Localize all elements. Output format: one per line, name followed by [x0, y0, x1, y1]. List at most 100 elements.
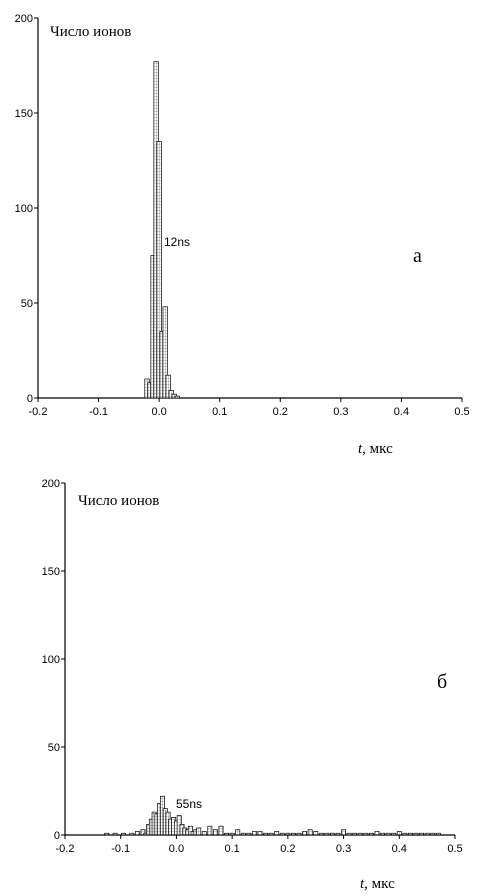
histogram-bar [224, 832, 230, 836]
y-tick-label: 50 [48, 742, 60, 754]
histogram-panel-b: Число ионов 55ns б t, мкс -0.2 -0.1 0.0 0.1… [42, 478, 463, 892]
x-tick-label: 0.0 [151, 406, 166, 418]
x-tick-label: 0.0 [169, 843, 184, 855]
width-annotation: 55ns [176, 797, 202, 811]
y-tick-label: 0 [54, 830, 60, 842]
histogram-bar [285, 832, 291, 836]
histogram-bar [290, 832, 296, 836]
histogram-bar [279, 832, 285, 836]
x-tick-label: 0.1 [212, 406, 227, 418]
histogram-bar [112, 832, 118, 836]
x-tick-label: 0.2 [280, 843, 295, 855]
y-tick-label: 0 [27, 393, 33, 405]
x-axis-label: t, мкс [358, 441, 393, 457]
bars [104, 795, 441, 836]
histogram-bar [187, 825, 193, 836]
histogram-bar [129, 832, 135, 836]
x-tick-label: 0.3 [336, 843, 351, 855]
panel-label: б [437, 671, 447, 693]
histogram-bar [419, 832, 425, 836]
y-tick-label: 200 [15, 13, 33, 25]
histogram-bar [104, 832, 110, 836]
histogram-bar [424, 832, 430, 836]
y-tick-label: 150 [42, 566, 60, 578]
histogram-bar [385, 832, 391, 836]
x-tick-label: 0.4 [394, 406, 409, 418]
y-ticks: 0 50 100 150 200 [15, 13, 38, 405]
histogram-bar [201, 831, 207, 836]
x-tick-label: 0.3 [333, 406, 348, 418]
x-tick-label: 0.5 [454, 406, 469, 418]
y-tick-label: 100 [42, 654, 60, 666]
histogram-bar [318, 832, 324, 836]
histogram-bar [435, 832, 441, 836]
histogram-bar [207, 825, 213, 836]
histogram-panel-a: Число ионов 12ns а t, мкс -0.2 -0.1 0.0 0.1… [15, 13, 470, 457]
x-tick-label: 0.1 [224, 843, 239, 855]
histogram-bar [263, 832, 269, 836]
histogram-bar [162, 306, 168, 399]
histogram-bar [346, 832, 352, 836]
x-ticks: -0.2 -0.1 0.0 0.1 0.2 0.3 0.4 0.5 [29, 398, 470, 418]
x-tick-label: -0.2 [29, 406, 48, 418]
histogram-bar [274, 831, 280, 836]
histogram-bar [235, 829, 241, 836]
histogram-bar [391, 832, 397, 836]
histogram-bar [380, 832, 386, 836]
width-annotation: 12ns [164, 235, 190, 249]
x-axis-variable: t [360, 876, 365, 892]
histogram-bar [413, 832, 419, 836]
histogram-bar [296, 832, 302, 836]
panel-label: а [413, 245, 422, 267]
histogram-bar [374, 831, 380, 836]
x-axis-unit: , мкс [362, 441, 393, 457]
histogram-bar [407, 832, 413, 836]
histogram-bar [246, 832, 252, 836]
bars [144, 61, 180, 399]
histogram-bar [251, 831, 257, 836]
histogram-bar [240, 832, 246, 836]
histogram-bar [174, 395, 180, 399]
histogram-bar [402, 832, 408, 836]
histogram-bar [307, 829, 313, 836]
x-tick-label: -0.1 [89, 406, 108, 418]
histogram-bar [363, 832, 369, 836]
histogram-bar [257, 831, 263, 836]
histogram-bar [357, 832, 363, 836]
x-axis-label: t, мкс [360, 876, 395, 892]
y-tick-label: 100 [15, 203, 33, 215]
x-tick-label: 0.2 [273, 406, 288, 418]
histogram-bar [313, 831, 319, 836]
histogram-bar [196, 827, 202, 836]
y-ticks: 0 50 100 150 200 [42, 478, 65, 842]
histogram-bar [368, 832, 374, 836]
x-ticks: -0.2 -0.1 0.0 0.1 0.2 0.3 0.4 0.5 [56, 835, 463, 855]
y-axis-label: Число ионов [50, 24, 131, 40]
histogram-bar [329, 832, 335, 836]
histogram-bar [212, 829, 218, 836]
x-tick-label: 0.4 [392, 843, 407, 855]
x-tick-label: -0.1 [111, 843, 130, 855]
histogram-bar [324, 832, 330, 836]
x-axis-unit: , мкс [364, 876, 395, 892]
histogram-bar [396, 831, 402, 836]
histogram-bar [302, 831, 308, 836]
histogram-bar [229, 832, 235, 836]
histogram-bar [335, 832, 341, 836]
histogram-bar [165, 374, 171, 399]
histogram-bar [341, 829, 347, 836]
x-tick-label: 0.5 [447, 843, 462, 855]
histogram-bar [218, 825, 224, 836]
histogram-bar [140, 829, 146, 836]
x-axis-variable: t [358, 441, 363, 457]
histogram-bar [134, 831, 140, 836]
y-tick-label: 200 [42, 478, 60, 490]
histogram-bar [352, 832, 358, 836]
histogram-bar [268, 832, 274, 836]
y-tick-label: 50 [21, 298, 33, 310]
y-axis-label: Число ионов [78, 493, 159, 509]
x-tick-label: -0.2 [56, 843, 75, 855]
y-tick-label: 150 [15, 108, 33, 120]
histogram-bar [121, 832, 126, 836]
